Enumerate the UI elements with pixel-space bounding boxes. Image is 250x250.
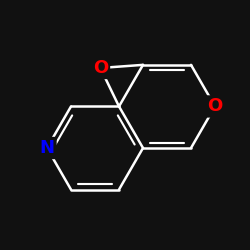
Text: O: O — [208, 98, 223, 116]
Text: N: N — [40, 139, 54, 157]
Text: O: O — [93, 59, 108, 77]
